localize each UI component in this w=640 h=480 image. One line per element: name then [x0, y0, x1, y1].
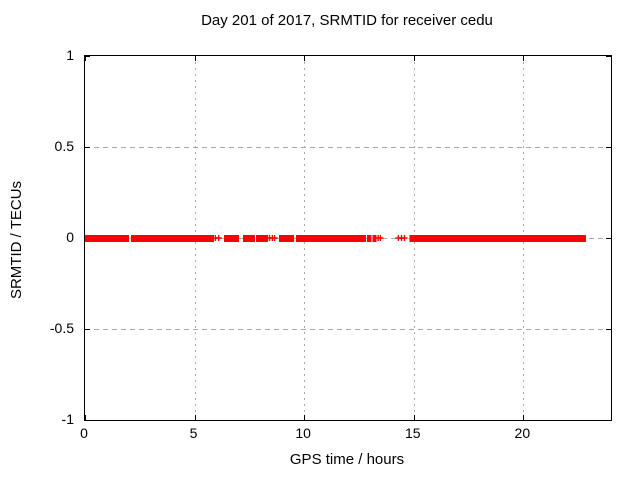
data-segment — [243, 234, 255, 243]
data-segment — [85, 234, 129, 243]
y-tick-label: -1 — [61, 411, 74, 427]
data-point-plus-marker — [377, 235, 384, 241]
data-point-plus-marker — [401, 235, 408, 241]
x-tick-label: 5 — [189, 425, 198, 441]
x-tick-label: 0 — [80, 425, 88, 441]
y-tick-label: 0 — [66, 229, 74, 245]
data-segment — [409, 234, 586, 243]
data-point-plus-marker — [215, 235, 222, 241]
plot-svg — [85, 56, 611, 420]
y-tick-label: 1 — [66, 47, 74, 63]
x-axis-label: GPS time / hours — [289, 451, 405, 468]
plot-area — [84, 55, 612, 421]
x-tick-label: 10 — [295, 425, 311, 441]
data-segment — [295, 234, 366, 243]
x-tick-label: 20 — [514, 425, 531, 441]
data-segment — [372, 234, 377, 243]
data-point-plus-marker — [271, 235, 278, 241]
data-segment — [224, 234, 240, 243]
data-segment — [256, 234, 269, 243]
data-segment — [279, 234, 294, 243]
y-tick-label: 0.5 — [54, 138, 74, 154]
chart-title: Day 201 of 2017, SRMTID for receiver ced… — [201, 12, 493, 29]
data-segment — [367, 234, 372, 243]
y-tick-label: -0.5 — [49, 320, 74, 336]
x-tick-label: 15 — [404, 425, 421, 441]
data-segment — [131, 234, 215, 243]
